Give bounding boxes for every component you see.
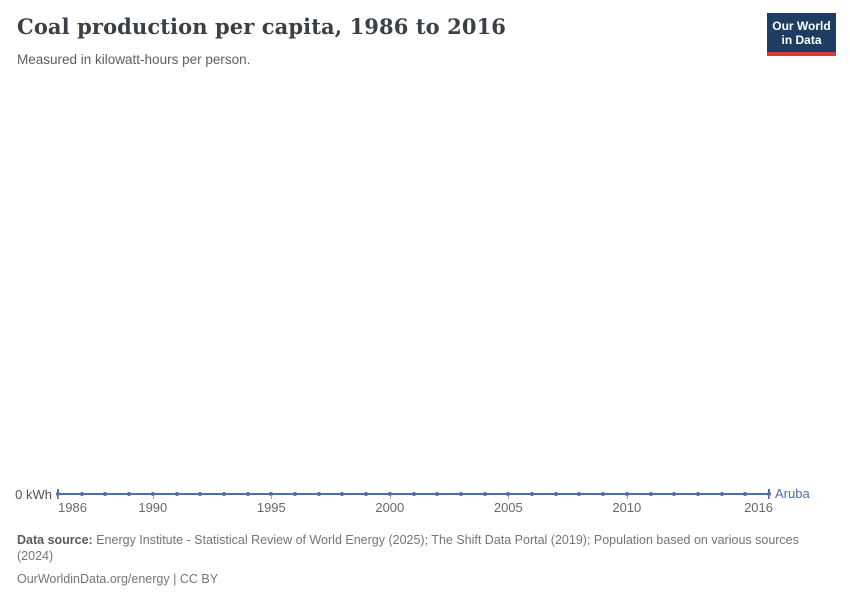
x-tick-label-2000: 2000 [375,500,405,515]
chart-subtitle: Measured in kilowatt-hours per person. [17,52,251,67]
axis-endcap-1986 [57,489,59,499]
x-tick-2000 [389,495,391,499]
data-point-1994 [245,492,250,496]
data-point-2009 [601,492,606,496]
data-point-1989 [127,492,132,496]
x-tick-label-2010: 2010 [612,500,642,515]
data-point-2011 [648,492,653,496]
data-point-2013 [695,492,700,496]
x-tick-1990 [152,495,154,499]
data-point-1998 [340,492,345,496]
x-tick-2016 [769,495,770,499]
x-tick-2010 [626,495,628,499]
x-tick-label-2005: 2005 [493,500,523,515]
x-tick-label-2016: 2016 [744,500,773,515]
data-point-1988 [103,492,108,496]
owid-logo[interactable]: Our World in Data [767,13,836,56]
data-point-2012 [672,492,677,496]
footer-links: OurWorldinData.org/energy | CC BY [17,571,833,587]
data-source-text: Energy Institute - Statistical Review of… [17,533,799,563]
owid-logo-line1: Our World [772,18,831,33]
chart-footer: Data source: Energy Institute - Statisti… [17,532,833,587]
data-point-1993 [221,492,226,496]
data-source-note: Data source: Energy Institute - Statisti… [17,532,833,564]
x-tick-2005 [508,495,510,499]
x-tick-label-1990: 1990 [138,500,168,515]
chart-title: Coal production per capita, 1986 to 2016 [17,14,506,39]
data-point-2008 [577,492,582,496]
data-point-2015 [743,492,748,496]
data-point-2010 [624,492,629,496]
x-tick-label-1986: 1986 [58,500,87,515]
x-tick-1995 [271,495,273,499]
data-point-2004 [482,492,487,496]
entity-label-aruba[interactable]: Aruba [775,486,810,501]
owid-url-link[interactable]: OurWorldinData.org/energy [17,572,170,586]
axis-endcap-2016 [768,489,770,499]
data-point-1991 [174,492,179,496]
data-point-2007 [553,492,558,496]
data-point-1996 [293,492,297,496]
license-label: CC BY [179,572,219,586]
data-point-1992 [198,492,203,496]
data-point-2002 [435,492,440,496]
data-point-2001 [411,492,416,496]
data-point-2003 [458,492,463,496]
data-point-1987 [79,492,84,496]
plot-area [0,80,850,520]
owid-logo-accent-bar [767,52,836,56]
data-point-2005 [506,492,511,496]
y-axis-zero-label: 0 kWh [15,487,52,502]
data-point-1999 [364,492,369,496]
x-tick-1986 [58,495,59,499]
owid-logo-line2: in Data [781,32,822,47]
data-source-label: Data source: [17,533,93,547]
x-tick-label-1995: 1995 [256,500,286,515]
data-point-1997 [316,492,321,496]
data-point-2000 [387,492,392,496]
owid-logo-box: Our World in Data [767,13,836,52]
data-point-2006 [530,492,534,496]
data-point-1990 [150,492,155,496]
footer-separator: | [169,572,180,586]
data-point-1995 [269,492,274,496]
x-axis: 1986 1990 1995 2000 2005 2010 2016 [56,489,773,517]
data-point-2014 [719,492,724,496]
